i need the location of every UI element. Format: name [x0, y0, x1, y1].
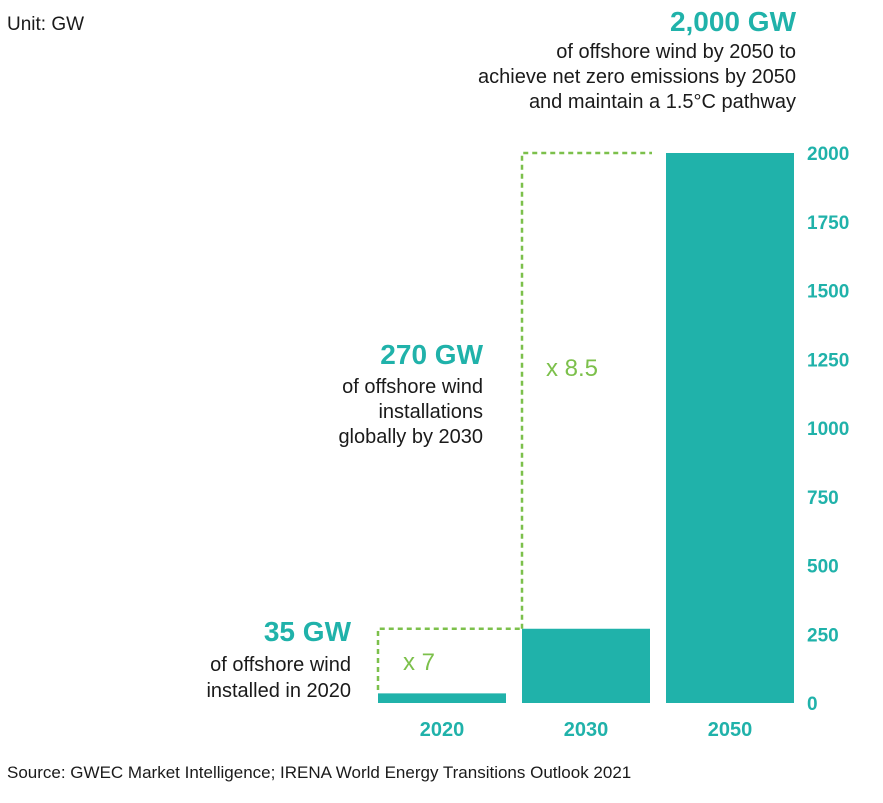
y-tick-label: 1000	[807, 419, 849, 440]
annotation-2030-headline: 270 GW	[380, 339, 483, 370]
y-tick-label: 2000	[807, 144, 849, 165]
annotation-2030-line: installations	[378, 401, 483, 423]
y-tick-label: 1500	[807, 282, 849, 303]
y-tick-label: 1750	[807, 213, 849, 234]
annotation-2030-text: of offshore wind installations globally …	[338, 375, 483, 450]
annotation-2030-line: of offshore wind	[342, 376, 483, 398]
unit-label: Unit: GW	[7, 14, 85, 35]
annotation-2020: 35 GW of offshore wind installed in 2020	[206, 618, 351, 704]
annotation-2020-headline: 35 GW	[263, 616, 351, 647]
annotation-2030: 270 GW of offshore wind installations gl…	[338, 341, 483, 450]
x-tick-label: 2030	[564, 719, 609, 741]
annotation-2020-text: of offshore wind installed in 2020	[206, 652, 351, 704]
annotation-2050-line: and maintain a 1.5°C pathway	[528, 91, 796, 113]
bar-2020	[378, 693, 506, 703]
multiplier-bracket-2020-2030	[376, 627, 522, 690]
multiplier-label: x 7	[403, 649, 435, 676]
annotation-2050: 2,000 GW of offshore wind by 2050 to ach…	[478, 8, 796, 115]
bar-2030	[522, 628, 650, 703]
multiplier-bracket-2030-2050	[520, 151, 652, 629]
source-note: Source: GWEC Market Intelligence; IRENA …	[7, 763, 632, 782]
y-tick-label: 750	[807, 488, 839, 509]
annotation-2020-line: installed in 2020	[206, 680, 351, 702]
annotation-2050-line: achieve net zero emissions by 2050	[478, 66, 796, 88]
bar-2050	[666, 153, 794, 703]
y-tick-label: 500	[807, 557, 839, 578]
annotation-2050-headline: 2,000 GW	[669, 6, 796, 37]
annotation-2050-line: of offshore wind by 2050 to	[556, 41, 796, 63]
y-tick-label: 1250	[807, 350, 849, 371]
multiplier-label: x 8.5	[546, 355, 598, 382]
annotation-2050-text: of offshore wind by 2050 to achieve net …	[478, 40, 796, 115]
x-tick-label: 2020	[420, 719, 465, 741]
annotation-2030-line: globally by 2030	[338, 426, 483, 448]
x-tick-label: 2050	[708, 719, 753, 741]
annotation-2020-line: of offshore wind	[210, 654, 351, 676]
y-tick-label: 250	[807, 625, 839, 646]
y-tick-label: 0	[807, 694, 818, 715]
